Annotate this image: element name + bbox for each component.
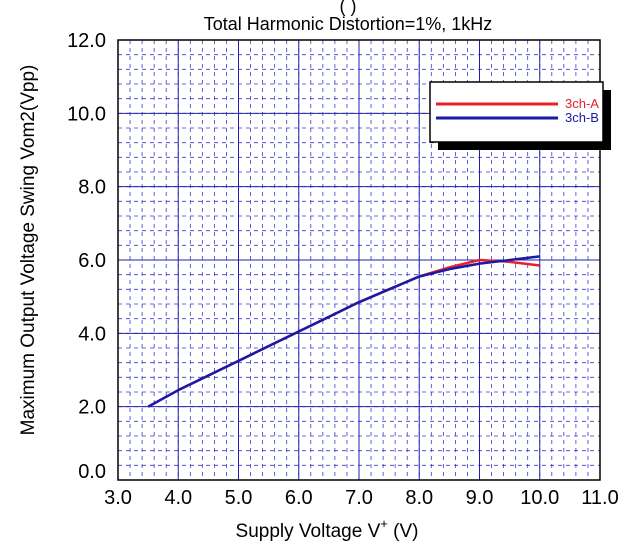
legend-label-3ch-a: 3ch-A [565, 96, 599, 111]
plot-frame [117, 39, 601, 481]
series-line-3ch-b [147, 255, 540, 408]
x-tick-label: 7.0 [345, 487, 373, 509]
x-tick-label: 10.0 [520, 487, 559, 509]
x-tick-label: 3.0 [104, 487, 132, 509]
y-tick-label: 4.0 [78, 323, 106, 345]
legend-label-3ch-b: 3ch-B [565, 110, 599, 125]
y-tick-label: 0.0 [78, 461, 106, 483]
y-tick-label: 12.0 [67, 30, 106, 52]
y-axis-ticks: 0.0 2.0 4.0 6.0 8.0 10.0 12.0 [67, 30, 106, 483]
x-tick-label: 4.0 [164, 487, 192, 509]
y-tick-label: 2.0 [78, 397, 106, 419]
series-layer [147, 255, 540, 408]
y-tick-label: 8.0 [78, 177, 106, 199]
x-tick-label: 5.0 [225, 487, 253, 509]
x-tick-label: 11.0 [581, 487, 618, 509]
x-axis-label-unit: (V) [388, 521, 419, 542]
x-axis-label-main: Supply Voltage V [236, 521, 381, 542]
x-axis-label: Supply Voltage V+ (V) [236, 516, 419, 542]
x-tick-label: 8.0 [405, 487, 433, 509]
x-tick-label: 9.0 [466, 487, 494, 509]
y-tick-label: 6.0 [78, 250, 106, 272]
chart-title-partial: ( ) [340, 0, 357, 16]
x-axis-label-superscript: + [380, 516, 388, 531]
y-axis-label: Maximum Output Voltage Swing Vom2(Vpp) [18, 65, 39, 436]
chart-subtitle: Total Harmonic Distortion=1%, 1kHz [204, 14, 493, 34]
x-axis-ticks: 3.0 4.0 5.0 6.0 7.0 8.0 9.0 10.0 11.0 [104, 487, 619, 509]
legend: 3ch-A 3ch-B [429, 81, 611, 150]
y-tick-label: 10.0 [67, 103, 106, 125]
x-tick-label: 6.0 [285, 487, 313, 509]
legend-box [429, 81, 604, 143]
